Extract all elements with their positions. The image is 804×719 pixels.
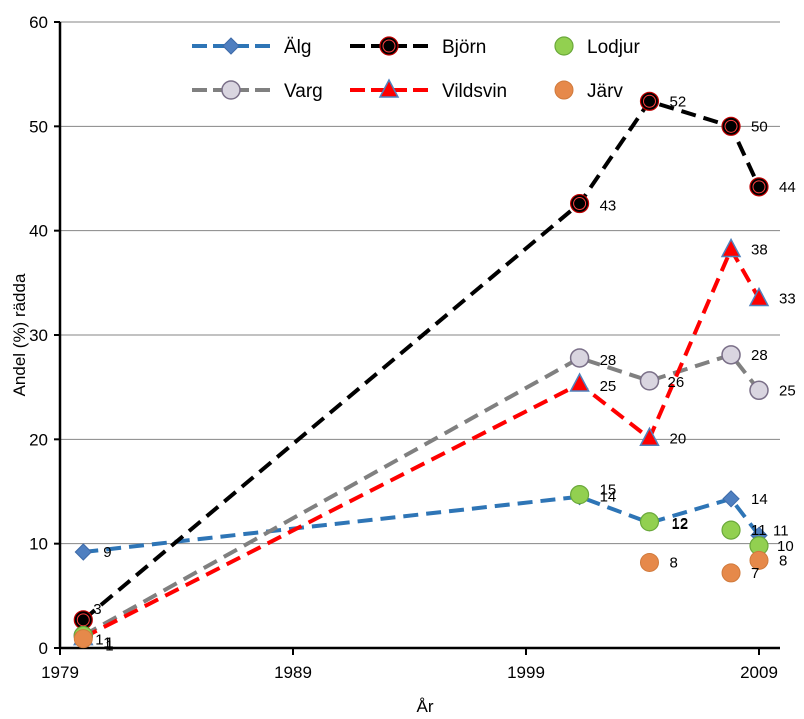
data-label-alg: 14	[600, 489, 617, 506]
legend-marker	[378, 78, 400, 98]
data-label-jarv: 8	[669, 554, 677, 571]
data-label-vildsvin: 20	[669, 430, 686, 447]
data-label-lodjur: 12	[671, 515, 688, 532]
legend-item-varg: Varg	[192, 80, 323, 102]
data-label-jarv: 1	[105, 638, 113, 655]
point-bjorn	[639, 91, 660, 111]
point-lodjur	[569, 485, 590, 505]
legend-item-alg: Älg	[192, 37, 311, 58]
point-alg	[722, 490, 740, 508]
data-label-varg: 28	[751, 347, 768, 364]
legend-marker	[554, 80, 574, 100]
x-tick-label: 1989	[274, 663, 312, 682]
marker-core	[76, 613, 90, 627]
point-bjorn	[721, 116, 741, 136]
marker-core	[642, 94, 656, 108]
legend-label: Järv	[587, 81, 623, 102]
data-label-bjorn: 44	[779, 179, 796, 196]
data-label-bjorn: 50	[751, 118, 768, 135]
point-alg	[74, 543, 93, 561]
y-tick-label: 40	[29, 222, 48, 241]
series-points	[73, 91, 770, 649]
y-tick-label: 0	[39, 639, 48, 658]
legend-item-vildsvin: Vildsvin	[350, 78, 507, 102]
data-label-lodjur: 10	[777, 538, 794, 555]
point-vildsvin	[748, 286, 770, 307]
series-line-varg	[82, 352, 761, 638]
data-labels: 9141214111282628251252038333435250441151…	[93, 93, 795, 654]
data-label-bjorn: 52	[669, 93, 686, 110]
data-label-varg: 1	[103, 634, 111, 651]
data-label-alg: 14	[751, 491, 768, 508]
data-label-jarv: 8	[779, 552, 787, 569]
data-label-alg: 11	[773, 522, 789, 539]
data-label-bjorn: 43	[600, 198, 617, 215]
y-tick-label: 60	[29, 13, 48, 32]
data-label-varg: 26	[667, 374, 684, 391]
data-label-vildsvin: 38	[751, 241, 768, 258]
marker-core	[724, 119, 738, 133]
legend-label: Vildsvin	[442, 81, 507, 102]
legend-label: Björn	[442, 37, 486, 58]
series-line-alg	[83, 494, 761, 554]
data-label-jarv: 7	[751, 565, 759, 582]
data-label-bjorn: 3	[93, 601, 101, 618]
data-label-varg: 28	[600, 352, 617, 369]
point-jarv	[721, 563, 741, 583]
data-label-alg: 12	[671, 516, 688, 533]
point-jarv	[73, 629, 93, 649]
marker-core	[752, 180, 766, 194]
legend-label: Varg	[284, 81, 323, 102]
point-vildsvin	[720, 237, 742, 258]
series-lines	[82, 99, 761, 640]
marker-core	[382, 39, 396, 53]
legend: Älg Björn Lodjur Varg Vildsvin Järv	[192, 36, 640, 102]
legend-item-lodjur: Lodjur	[554, 36, 640, 58]
point-varg	[639, 371, 660, 391]
data-label-vildsvin: 25	[600, 378, 617, 395]
point-varg	[569, 348, 590, 368]
legend-marker	[554, 36, 574, 56]
x-tick-label: 1979	[41, 663, 79, 682]
point-jarv	[749, 550, 769, 570]
point-varg	[749, 380, 769, 401]
x-tick-label: 2009	[740, 663, 778, 682]
point-vildsvin	[639, 426, 660, 447]
y-tick-label: 10	[29, 535, 48, 554]
point-varg	[721, 345, 741, 365]
data-label-vildsvin: 33	[779, 290, 796, 307]
y-tick-label: 20	[29, 430, 48, 449]
y-axis-title: Andel (%) rädda	[10, 273, 29, 396]
axes: 0 10 20 30 40 50 60 1979 1989 1999 2009	[29, 13, 780, 682]
legend-marker	[379, 36, 399, 56]
legend-label: Lodjur	[587, 37, 640, 58]
legend-item-bjorn: Björn	[350, 36, 486, 58]
y-tick-label: 50	[29, 117, 48, 136]
data-label-alg: 9	[103, 544, 111, 561]
data-label-lodjur: 15	[600, 482, 617, 499]
point-lodjur	[639, 512, 660, 532]
y-tick-label: 30	[29, 326, 48, 345]
legend-marker	[221, 80, 241, 100]
x-axis-title: År	[417, 697, 434, 716]
legend-marker	[222, 37, 240, 55]
legend-label: Älg	[284, 37, 311, 58]
legend-item-jarv: Järv	[554, 80, 623, 102]
data-label-vildsvin: 1	[105, 635, 113, 652]
point-jarv	[639, 552, 659, 572]
data-label-lodjur: 11	[751, 522, 767, 539]
point-vildsvin	[569, 372, 590, 392]
data-label-varg: 25	[779, 382, 796, 399]
x-tick-label: 1999	[507, 663, 545, 682]
point-bjorn	[569, 193, 590, 214]
point-lodjur	[721, 520, 741, 540]
marker-core	[573, 197, 587, 211]
point-bjorn	[749, 177, 769, 197]
data-label-lodjur: 1	[95, 631, 103, 648]
